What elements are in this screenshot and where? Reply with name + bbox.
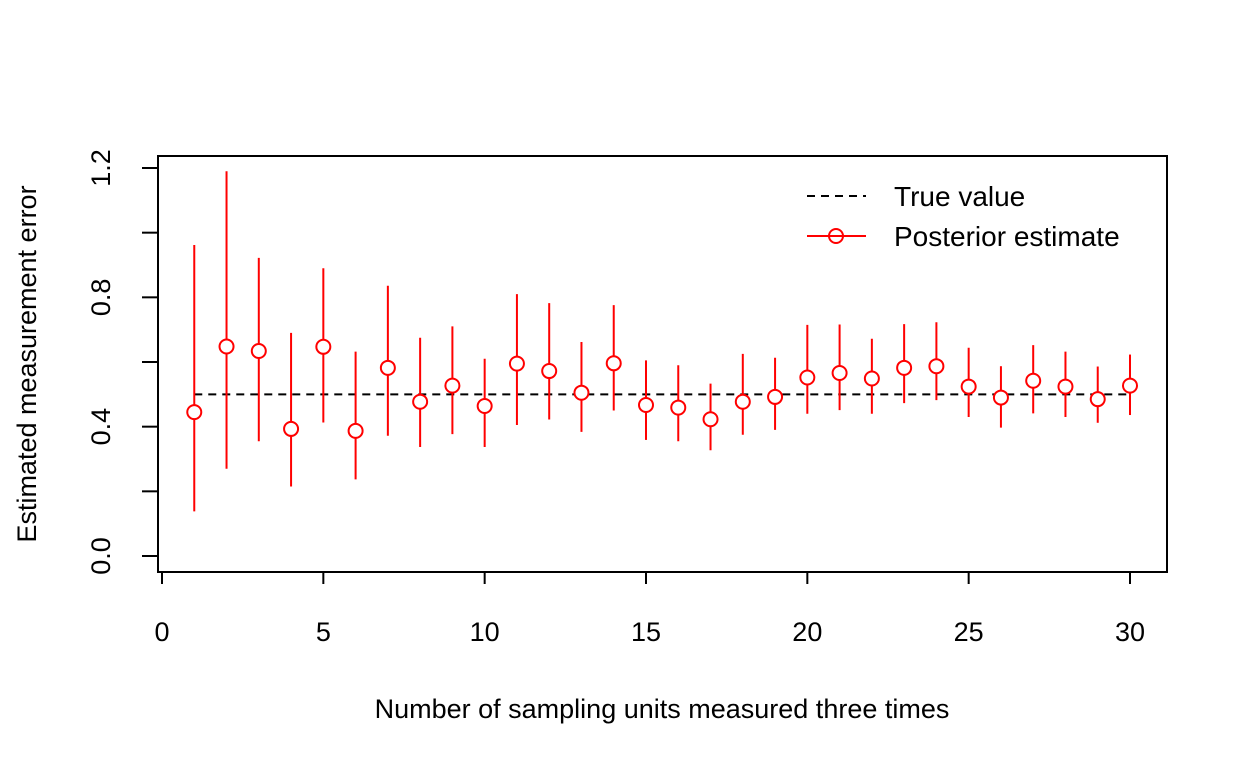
x-axis: 0 5 10 15 20 25 30: [154, 571, 1145, 647]
posterior-point: [218, 338, 235, 355]
y-tick-label: 0.8: [86, 279, 116, 317]
point-layer: [186, 338, 1138, 439]
posterior-point: [186, 404, 203, 421]
x-tick-label: 0: [154, 617, 169, 647]
x-axis-label: Number of sampling units measured three …: [375, 694, 950, 724]
x-tick-label: 5: [316, 617, 331, 647]
posterior-point: [928, 358, 945, 375]
x-tick-label: 15: [631, 617, 661, 647]
posterior-point: [831, 364, 848, 381]
y-axis-label: Estimated measurement error: [12, 185, 42, 542]
posterior-point: [1089, 391, 1106, 408]
posterior-point: [573, 384, 590, 401]
posterior-point: [379, 359, 396, 376]
posterior-point: [638, 397, 654, 414]
posterior-point: [315, 338, 332, 355]
posterior-point: [799, 369, 816, 386]
posterior-point: [863, 370, 880, 387]
posterior-point: [347, 422, 364, 439]
posterior-point: [1122, 377, 1138, 394]
posterior-point: [992, 389, 1009, 406]
posterior-point: [670, 399, 687, 416]
posterior-point: [1057, 378, 1074, 395]
posterior-point: [1025, 372, 1042, 389]
posterior-point: [605, 355, 622, 372]
y-tick-label: 1.2: [86, 149, 116, 187]
posterior-point: [476, 397, 493, 414]
posterior-point: [960, 378, 977, 395]
x-tick-label: 10: [470, 617, 500, 647]
posterior-point: [896, 359, 913, 376]
posterior-point: [508, 355, 525, 372]
legend: True value Posterior estimate: [807, 181, 1120, 252]
posterior-point: [250, 343, 267, 360]
x-tick-label: 25: [954, 617, 984, 647]
posterior-point: [541, 363, 558, 380]
posterior-point: [767, 388, 784, 405]
x-tick-label: 30: [1115, 617, 1145, 647]
x-tick-label: 20: [792, 617, 822, 647]
plot-frame: [157, 155, 1168, 573]
y-tick-label: 0.4: [86, 408, 116, 446]
legend-posterior-swatch-marker: [828, 228, 844, 244]
legend-true-value-label: True value: [894, 181, 1025, 212]
posterior-point: [734, 393, 751, 410]
legend-posterior-estimate-label: Posterior estimate: [894, 221, 1120, 252]
y-axis: 0.0 0.4 0.8 1.2: [86, 149, 159, 575]
posterior-point: [412, 393, 429, 410]
posterior-point: [444, 377, 461, 394]
posterior-point: [283, 420, 300, 437]
y-tick-label: 0.0: [86, 537, 116, 575]
posterior-point: [702, 411, 719, 428]
errorbar-layer: [193, 171, 1131, 512]
